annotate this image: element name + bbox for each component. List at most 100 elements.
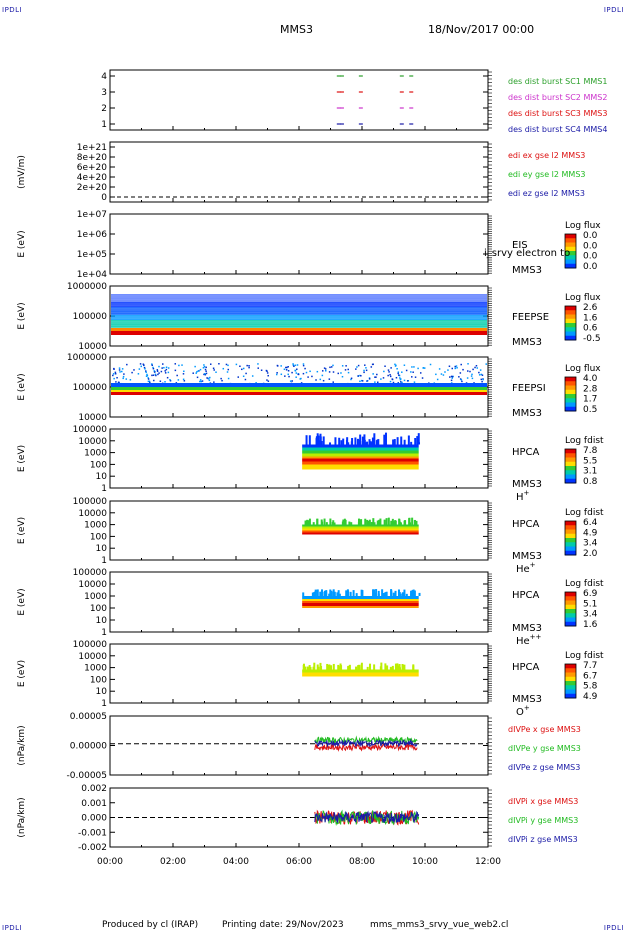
flux-dot xyxy=(245,372,247,375)
colorbar-swatch xyxy=(565,609,576,614)
colorbar-swatch xyxy=(565,242,576,248)
flux-dot xyxy=(226,371,229,373)
flux-dot xyxy=(153,370,156,372)
flux-dot xyxy=(292,364,295,367)
spectrogram-row xyxy=(111,299,487,301)
flux-dot xyxy=(357,364,360,367)
y-axis-label: E (eV) xyxy=(17,302,27,329)
flux-dot xyxy=(392,381,395,384)
flux-dot xyxy=(461,380,463,383)
y-tick-label: 100000 xyxy=(73,425,108,435)
flux-band-green xyxy=(111,387,487,390)
flux-dot xyxy=(284,375,286,377)
flux-dot xyxy=(142,363,145,366)
flux-dot xyxy=(195,372,197,374)
hpca-fringe xyxy=(330,591,333,596)
panel-frame xyxy=(109,428,489,489)
hpca-fringe xyxy=(325,591,328,596)
flux-dot xyxy=(398,374,400,376)
flux-dot xyxy=(182,373,185,375)
flux-dot xyxy=(118,382,120,384)
colorbar-swatch xyxy=(565,474,576,480)
colorbar-swatch xyxy=(565,449,576,454)
hpca-fringe xyxy=(346,437,349,445)
flux-dot xyxy=(293,365,295,367)
spectrogram-row xyxy=(111,312,487,314)
hpca-band xyxy=(302,453,419,457)
flux-dot xyxy=(399,377,401,379)
header-date: 18/Nov/2017 00:00 xyxy=(428,23,535,36)
hpca-fringe xyxy=(302,663,305,670)
footer-credit: Produced by cl (IRAP) xyxy=(102,920,199,930)
flux-dot xyxy=(295,376,297,378)
colorbar-swatch xyxy=(565,529,576,535)
flux-dot xyxy=(146,374,149,377)
corner-label-top-left: IPDLI xyxy=(2,6,23,14)
colorbar-frame xyxy=(564,233,577,269)
colorbar-frame xyxy=(564,520,577,556)
spectrogram-row xyxy=(111,316,487,318)
corner-label-bottom-right: IPDLI xyxy=(603,924,624,932)
hpca-fringe xyxy=(418,592,421,596)
colorbar-tick-label: 2.6 xyxy=(583,303,598,313)
flux-dot xyxy=(304,367,306,370)
flux-dot xyxy=(377,381,379,384)
hpca-fringe xyxy=(308,667,311,670)
hpca-fringe xyxy=(337,590,340,596)
hpca-fringe xyxy=(344,519,347,525)
flux-dot xyxy=(218,363,220,365)
flux-dot xyxy=(235,363,238,366)
flux-dot xyxy=(389,375,392,378)
hpca-fringe xyxy=(306,519,309,525)
hpca-fringe xyxy=(384,432,387,445)
hpca-fringe xyxy=(342,438,345,445)
flux-dot xyxy=(328,378,331,380)
spacecraft-label: MMS3 xyxy=(512,265,542,276)
hpca-fringe xyxy=(325,522,328,525)
colorbar-swatch xyxy=(565,406,576,412)
x-tick-label: 02:00 xyxy=(160,857,186,867)
hpca-fringe xyxy=(366,519,369,525)
flux-band-red xyxy=(111,392,487,395)
flux-dot xyxy=(112,373,115,375)
flux-dot xyxy=(365,367,367,369)
flux-dot xyxy=(143,364,145,366)
flux-dot xyxy=(280,365,282,367)
legend-entry: dIVPi z gse MMS3 xyxy=(508,835,578,844)
colorbar-tick-label: 2.0 xyxy=(583,549,598,559)
flux-dot xyxy=(255,382,257,384)
hpca-fringe xyxy=(357,665,360,670)
hpca-fringe xyxy=(373,433,376,445)
hpca-fringe xyxy=(377,590,380,596)
colorbar-swatch xyxy=(565,676,576,682)
hpca-fringe xyxy=(305,435,308,445)
flux-dot xyxy=(152,367,155,370)
y-tick-label: 100 xyxy=(90,604,107,614)
legend-entry: dIVPi y gse MMS3 xyxy=(508,816,578,825)
colorbar-swatch xyxy=(565,318,576,324)
hpca-fringe xyxy=(365,442,368,445)
hpca-fringe xyxy=(375,440,378,445)
hpca-fringe xyxy=(360,519,363,525)
colorbar-tick-label: 1.6 xyxy=(583,313,598,323)
hpca-fringe xyxy=(368,439,371,445)
spectrogram-row xyxy=(111,309,487,311)
flux-dot xyxy=(321,370,324,372)
panel-p9 xyxy=(109,643,577,704)
colorbar-swatch xyxy=(565,672,576,678)
hpca-fringe xyxy=(377,593,380,596)
flux-dot xyxy=(397,382,400,384)
hpca-fringe xyxy=(387,517,390,525)
colorbar-tick-label: 7.7 xyxy=(583,661,597,671)
hpca-fringe xyxy=(408,517,411,525)
hpca-fringe xyxy=(401,663,404,670)
hpca-fringe xyxy=(398,664,401,670)
flux-dot xyxy=(202,366,205,369)
flux-dot xyxy=(199,380,201,383)
colorbar-swatch xyxy=(565,681,576,686)
y-tick-label: 10000 xyxy=(78,413,107,423)
flux-dot xyxy=(163,366,165,369)
flux-dot xyxy=(139,363,142,365)
flux-dot xyxy=(350,377,353,380)
flux-dot xyxy=(156,370,159,372)
